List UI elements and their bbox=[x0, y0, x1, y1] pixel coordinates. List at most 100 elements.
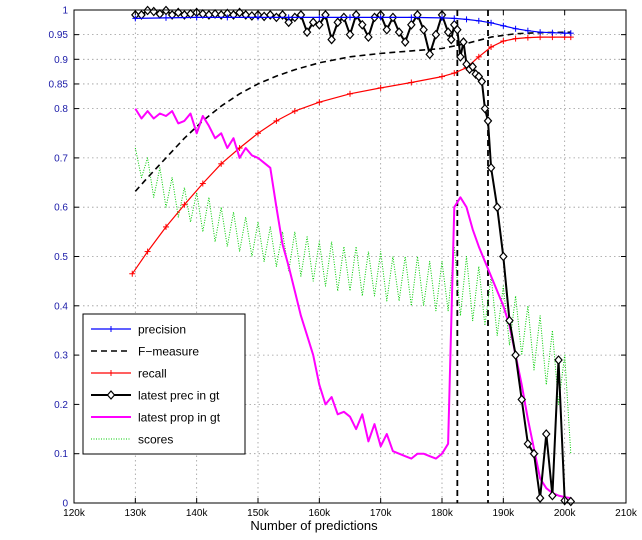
data-point bbox=[163, 14, 169, 21]
data-point bbox=[377, 84, 384, 91]
data-point bbox=[567, 30, 574, 37]
data-point bbox=[483, 116, 493, 126]
data-point bbox=[566, 496, 576, 507]
data-point bbox=[302, 27, 312, 38]
data-point bbox=[517, 394, 527, 405]
x-tick-label: 210k bbox=[615, 508, 638, 519]
data-point bbox=[512, 25, 519, 32]
series-line bbox=[134, 147, 572, 454]
data-point bbox=[446, 34, 456, 45]
y-tick-label: 0.85 bbox=[49, 79, 69, 90]
data-point bbox=[181, 201, 188, 208]
x-tick-label: 130k bbox=[124, 508, 147, 519]
x-tick-label: 120k bbox=[63, 508, 86, 519]
data-point bbox=[549, 29, 556, 36]
data-point bbox=[193, 14, 200, 21]
legend-item: recall bbox=[91, 367, 167, 381]
data-point bbox=[316, 14, 323, 21]
y-tick-label: 0.95 bbox=[49, 30, 69, 41]
vertical-markers bbox=[456, 10, 489, 503]
series-line bbox=[135, 16, 571, 34]
x-tick-label: 170k bbox=[370, 508, 393, 519]
data-point bbox=[512, 35, 519, 42]
legend-item: latest prec in gt bbox=[91, 389, 220, 403]
data-point bbox=[463, 16, 470, 23]
y-tick-label: 0.3 bbox=[54, 351, 68, 362]
data-point bbox=[382, 24, 392, 35]
data-point bbox=[419, 24, 428, 35]
data-point bbox=[285, 14, 292, 21]
data-point bbox=[500, 38, 507, 45]
x-tick-label: 180k bbox=[431, 508, 454, 519]
y-tick-label: 0.8 bbox=[54, 104, 68, 115]
legend-item: precision bbox=[91, 323, 186, 337]
data-point bbox=[316, 99, 323, 106]
data-point bbox=[548, 490, 557, 501]
legend-marker bbox=[108, 370, 114, 376]
data-point bbox=[377, 14, 384, 21]
x-tick-label: 140k bbox=[186, 508, 209, 519]
data-point bbox=[488, 19, 495, 26]
data-point bbox=[523, 438, 533, 449]
x-axis-ticks: 120k 130k 140k 150k 160k 170k 180k 190k 200k 210k bbox=[63, 10, 638, 519]
data-point bbox=[408, 14, 415, 21]
data-point bbox=[500, 22, 507, 29]
legend-item: F−measure bbox=[91, 345, 199, 359]
data-point bbox=[284, 17, 293, 28]
x-tick-label: 200k bbox=[554, 508, 577, 519]
data-point bbox=[163, 223, 169, 230]
series-recall bbox=[129, 34, 574, 277]
legend-label: recall bbox=[138, 367, 167, 381]
legend-label: precision bbox=[138, 323, 186, 337]
data-point bbox=[451, 15, 458, 22]
y-tick-label: 0.9 bbox=[54, 55, 68, 66]
data-point bbox=[488, 43, 495, 50]
data-point bbox=[394, 27, 404, 38]
data-point bbox=[475, 53, 482, 60]
data-point bbox=[407, 19, 416, 30]
y-tick-label: 0.2 bbox=[54, 400, 68, 411]
data-point bbox=[255, 14, 261, 21]
y-axis-ticks: 0 0.1 0.2 0.3 0.4 0.5 0.6 0.7 0.8 0.85 0.9 0.95 1 bbox=[49, 6, 626, 510]
data-point bbox=[327, 34, 336, 45]
data-point bbox=[511, 350, 520, 361]
y-tick-label: 0 bbox=[62, 499, 68, 510]
data-point bbox=[308, 17, 318, 28]
series-latest-prop-in-gt bbox=[134, 108, 571, 500]
data-point bbox=[529, 448, 539, 459]
data-point bbox=[199, 180, 206, 187]
data-point bbox=[144, 248, 151, 255]
data-point bbox=[524, 34, 531, 41]
x-tick-label: 150k bbox=[247, 508, 270, 519]
data-point bbox=[431, 29, 441, 40]
data-point bbox=[541, 429, 551, 439]
y-tick-label: 0.4 bbox=[54, 301, 68, 312]
data-point bbox=[357, 19, 367, 30]
legend-marker bbox=[106, 390, 116, 400]
y-tick-label: 0.7 bbox=[54, 153, 68, 164]
data-point bbox=[333, 17, 343, 28]
x-tick-label: 190k bbox=[492, 508, 515, 519]
legend-box bbox=[82, 313, 246, 455]
data-point bbox=[273, 117, 280, 124]
data-point bbox=[453, 24, 462, 35]
legend: precision F−measure recall latest prec in g… bbox=[82, 313, 246, 455]
data-point bbox=[167, 10, 177, 20]
data-point bbox=[480, 103, 490, 114]
legend-label: latest prop in gt bbox=[138, 411, 221, 425]
data-point bbox=[315, 19, 324, 30]
data-point bbox=[132, 15, 139, 22]
series-scores bbox=[134, 147, 572, 454]
legend-item: scores bbox=[91, 433, 173, 447]
y-tick-label: 0.1 bbox=[54, 449, 68, 460]
y-tick-label: 0.5 bbox=[54, 252, 68, 263]
x-tick-label: 160k bbox=[308, 508, 331, 519]
legend-item: latest prop in gt bbox=[91, 411, 221, 425]
data-point bbox=[364, 32, 373, 43]
data-point bbox=[486, 162, 496, 173]
data-point bbox=[537, 29, 544, 36]
data-point bbox=[475, 17, 482, 24]
data-point bbox=[554, 355, 563, 365]
data-point bbox=[255, 130, 261, 137]
legend-label: latest prec in gt bbox=[138, 389, 220, 403]
